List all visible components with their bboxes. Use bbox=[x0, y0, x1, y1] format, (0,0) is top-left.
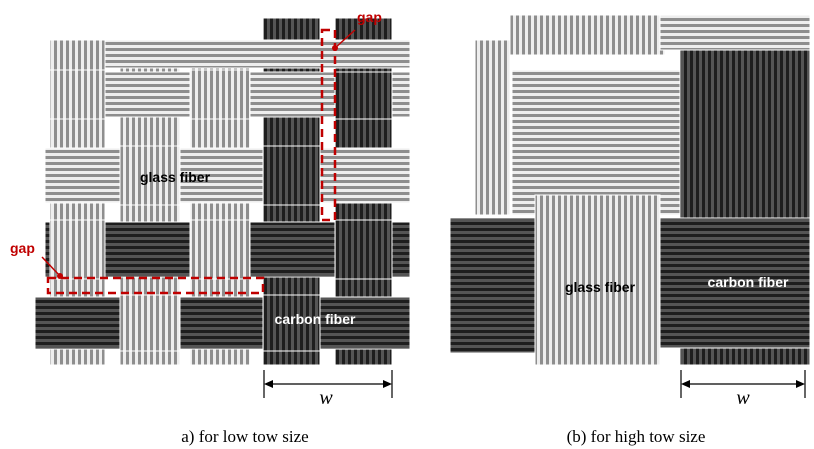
glass-label: glass fiber bbox=[140, 169, 211, 185]
tow bbox=[105, 40, 410, 68]
dimension bbox=[264, 370, 805, 398]
tow bbox=[190, 70, 250, 119]
width-label: w bbox=[736, 387, 750, 409]
tow bbox=[263, 146, 320, 205]
tow bbox=[335, 70, 392, 119]
tow bbox=[510, 15, 665, 55]
gap-label: gap bbox=[357, 9, 382, 25]
tow bbox=[335, 220, 392, 279]
tow bbox=[45, 148, 410, 203]
weave bbox=[35, 15, 810, 365]
width-label: w bbox=[319, 387, 333, 409]
tow bbox=[50, 70, 105, 119]
tow bbox=[680, 50, 810, 220]
figure: gap gap glass fiber carbon fiber glass f… bbox=[0, 0, 814, 449]
glass-label: glass fiber bbox=[565, 279, 636, 295]
tow bbox=[120, 295, 180, 351]
tow bbox=[450, 218, 535, 353]
tow bbox=[475, 40, 510, 215]
carbon-label: carbon fiber bbox=[275, 311, 356, 327]
tow bbox=[680, 348, 810, 365]
gap-label: gap bbox=[10, 240, 35, 256]
carbon-label: carbon fiber bbox=[708, 274, 789, 290]
tow bbox=[660, 15, 810, 50]
leader-dot bbox=[57, 273, 63, 279]
tow bbox=[512, 70, 680, 215]
caption: (b) for high tow size bbox=[567, 427, 706, 446]
leader-dot bbox=[332, 45, 338, 51]
tow bbox=[190, 220, 250, 279]
tow bbox=[50, 220, 105, 279]
caption: a) for low tow size bbox=[181, 427, 308, 446]
